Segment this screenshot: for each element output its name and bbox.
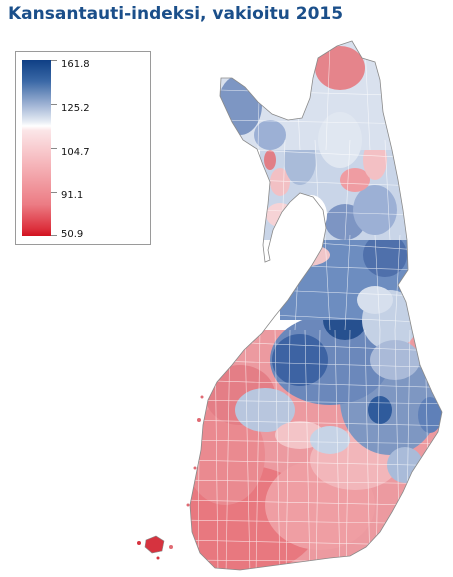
legend-label-lower: 91.1	[61, 190, 84, 201]
legend-tick-mid	[51, 148, 57, 149]
municipality-fills	[190, 41, 442, 570]
legend-tick-min	[51, 235, 57, 236]
map-title: Kansantauti-indeksi, vakioitu 2015	[8, 4, 344, 24]
color-legend: 161.8 125.2 104.7 91.1 50.9	[15, 51, 151, 245]
legend-label-upper: 125.2	[61, 103, 90, 114]
legend-tick-upper	[51, 104, 57, 105]
legend-color-ramp	[22, 60, 51, 236]
legend-label-mid: 104.7	[61, 147, 90, 158]
legend-tick-lower	[51, 192, 57, 193]
legend-label-min: 50.9	[61, 229, 84, 240]
west-coast-islets	[186, 395, 204, 507]
legend-tick-max	[51, 60, 57, 61]
legend-label-max: 161.8	[61, 59, 90, 70]
country-outline	[189, 40, 443, 571]
aland-islands	[137, 535, 173, 560]
